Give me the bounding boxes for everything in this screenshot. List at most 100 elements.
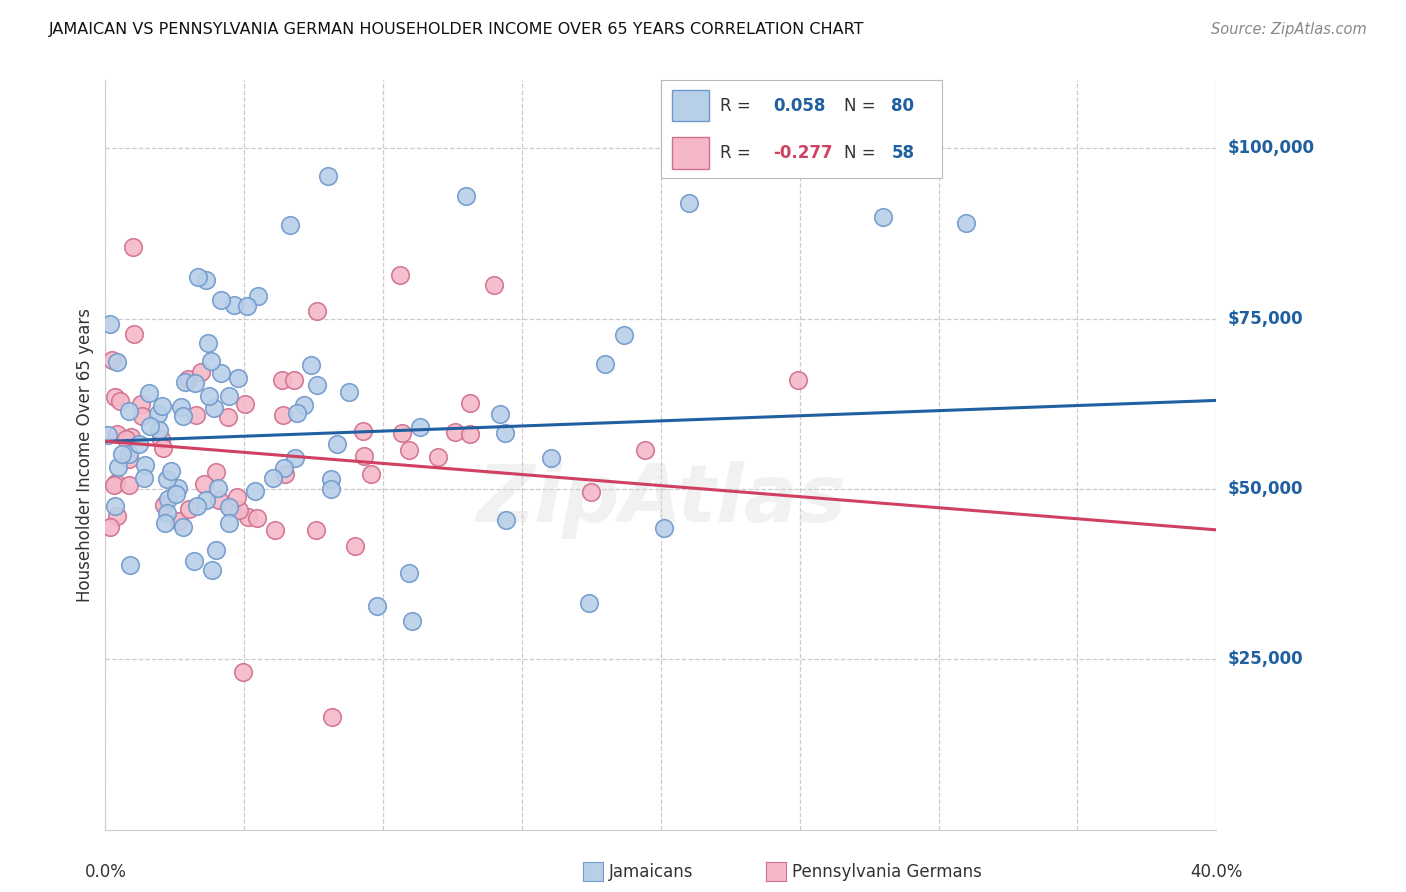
Point — [118, 558, 141, 572]
Point — [273, 460, 295, 475]
Point — [458, 427, 481, 442]
Point — [578, 596, 600, 610]
Point — [243, 484, 266, 499]
Point — [401, 614, 423, 628]
Point — [409, 419, 432, 434]
Point — [200, 353, 222, 368]
Point — [352, 424, 374, 438]
Point — [262, 471, 284, 485]
Point — [104, 475, 127, 490]
Text: Source: ZipAtlas.com: Source: ZipAtlas.com — [1211, 22, 1367, 37]
Text: Pennsylvania Germans: Pennsylvania Germans — [792, 863, 981, 881]
Point — [305, 304, 328, 318]
Point — [138, 386, 160, 401]
Point — [159, 464, 181, 478]
Point — [165, 486, 187, 500]
Point — [108, 394, 131, 409]
Point — [353, 450, 375, 464]
Point — [207, 493, 229, 508]
Text: -0.277: -0.277 — [773, 144, 832, 161]
Point — [292, 398, 315, 412]
Point — [218, 389, 240, 403]
Point — [232, 665, 254, 680]
Point — [120, 430, 142, 444]
Point — [319, 482, 342, 496]
Point — [149, 432, 172, 446]
Point — [104, 390, 127, 404]
Point — [209, 366, 232, 380]
Point — [484, 277, 506, 292]
Point — [172, 409, 194, 423]
Text: R =: R = — [720, 144, 751, 161]
Point — [174, 375, 197, 389]
Point — [103, 477, 125, 491]
Point — [132, 471, 155, 485]
Point — [226, 371, 249, 385]
Point — [124, 326, 146, 341]
Text: N =: N = — [844, 144, 875, 161]
Point — [678, 195, 700, 210]
Point — [388, 268, 411, 283]
Point — [97, 428, 120, 442]
Text: JAMAICAN VS PENNSYLVANIA GERMAN HOUSEHOLDER INCOME OVER 65 YEARS CORRELATION CHA: JAMAICAN VS PENNSYLVANIA GERMAN HOUSEHOL… — [49, 22, 865, 37]
Point — [207, 481, 229, 495]
Point — [579, 485, 602, 500]
Point — [955, 216, 977, 230]
Point — [204, 465, 226, 479]
Point — [225, 491, 247, 505]
Point — [201, 564, 224, 578]
Point — [105, 508, 128, 523]
Text: N =: N = — [844, 97, 875, 115]
Point — [278, 218, 301, 232]
Text: Jamaicans: Jamaicans — [609, 863, 693, 881]
FancyBboxPatch shape — [672, 137, 709, 169]
Text: $75,000: $75,000 — [1227, 310, 1303, 327]
Point — [305, 523, 328, 537]
Point — [398, 566, 420, 580]
Point — [224, 298, 246, 312]
Point — [456, 189, 478, 203]
Point — [167, 514, 190, 528]
Point — [156, 473, 179, 487]
Point — [246, 510, 269, 524]
Point — [263, 523, 285, 537]
Point — [228, 503, 250, 517]
Point — [236, 299, 259, 313]
Point — [540, 451, 562, 466]
Text: 0.0%: 0.0% — [84, 863, 127, 881]
Point — [121, 240, 143, 254]
Point — [105, 355, 128, 369]
Text: $25,000: $25,000 — [1227, 650, 1303, 668]
Point — [218, 500, 240, 514]
Point — [270, 372, 292, 386]
Text: 58: 58 — [891, 144, 914, 161]
Point — [170, 400, 193, 414]
Point — [247, 289, 270, 303]
Point — [274, 467, 297, 481]
Point — [183, 554, 205, 568]
Point — [202, 401, 225, 415]
Text: R =: R = — [720, 97, 751, 115]
Point — [299, 358, 322, 372]
Point — [100, 520, 122, 534]
Point — [209, 293, 232, 307]
Point — [319, 472, 342, 486]
Point — [187, 270, 209, 285]
Point — [193, 477, 215, 491]
Point — [634, 443, 657, 458]
Point — [197, 335, 219, 350]
Point — [101, 352, 124, 367]
Point — [148, 423, 170, 437]
Point — [153, 498, 176, 512]
Point — [218, 516, 240, 530]
Point — [128, 437, 150, 451]
Point — [366, 599, 388, 613]
Point — [316, 169, 339, 183]
Point — [593, 357, 616, 371]
Point — [103, 499, 125, 513]
Point — [152, 441, 174, 455]
Point — [110, 447, 132, 461]
Point — [118, 478, 141, 492]
Point — [146, 407, 169, 421]
Point — [105, 426, 128, 441]
